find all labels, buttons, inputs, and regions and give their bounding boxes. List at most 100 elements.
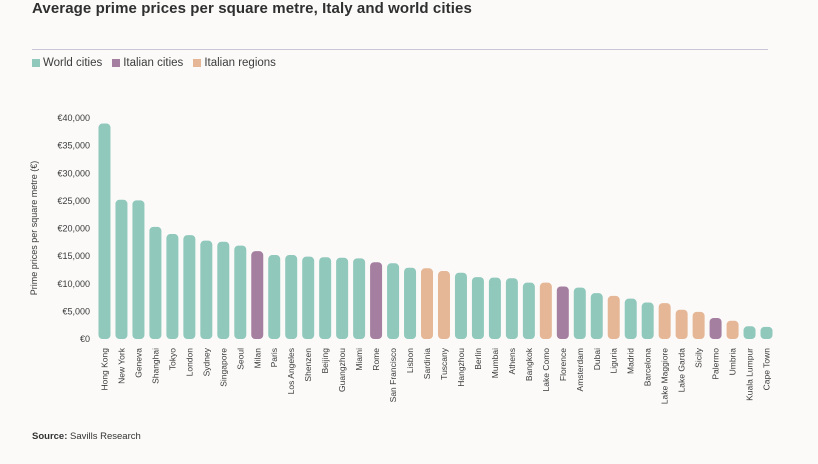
- bar-geneva: [132, 200, 145, 339]
- y-tick-label: €30,000: [57, 168, 90, 178]
- legend-item-italian-regions: Italian regions: [193, 57, 276, 69]
- x-tick-label: Amsterdam: [575, 348, 585, 391]
- bar-london: [183, 235, 196, 339]
- bar-bangkok: [522, 282, 535, 339]
- bar-new-york: [115, 199, 128, 339]
- bar-lake-garda: [675, 309, 688, 339]
- bar-hong-kong: [98, 123, 111, 340]
- y-tick-label: €15,000: [57, 251, 90, 261]
- x-tick-label: Liguria: [609, 348, 619, 374]
- legend-swatch-world-cities: [32, 59, 40, 67]
- x-tick-label: Beijing: [320, 348, 330, 374]
- bar-beijing: [319, 257, 332, 339]
- x-tick-label: Tuscany: [439, 347, 449, 380]
- x-tick-label: Los Angeles: [286, 348, 296, 394]
- x-tick-label: San Francisco: [388, 348, 398, 403]
- title-divider: [32, 49, 768, 50]
- y-tick-label: €40,000: [57, 113, 90, 123]
- x-tick-label: Sicily: [694, 347, 704, 368]
- x-tick-label: Lake Maggiore: [660, 348, 670, 405]
- bar-san-francisco: [387, 263, 400, 339]
- x-tick-label: Miami: [354, 348, 364, 371]
- x-tick-label: Geneva: [133, 348, 143, 378]
- bar-kuala-lumpur: [743, 326, 756, 339]
- y-tick-label: €25,000: [57, 196, 90, 206]
- bar-paris: [268, 255, 281, 339]
- x-tick-label: Hong Kong: [99, 348, 109, 391]
- x-tick-label: Sardinia: [422, 348, 432, 379]
- x-tick-label: Paris: [269, 348, 279, 367]
- source-text: Savills Research: [70, 431, 141, 442]
- bar-tuscany: [437, 271, 450, 339]
- bar-seoul: [234, 245, 247, 339]
- x-tick-label: Palermo: [711, 348, 721, 380]
- legend: World cities Italian cities Italian regi…: [32, 57, 276, 69]
- x-tick-label: Dubai: [592, 348, 602, 370]
- bar-guangzhou: [336, 257, 349, 339]
- bar-milan: [251, 251, 264, 339]
- y-tick-label: €10,000: [57, 279, 90, 289]
- bar-singapore: [217, 241, 230, 339]
- x-tick-label: Umbria: [728, 348, 738, 376]
- bar-sicily: [692, 311, 705, 339]
- x-tick-label: Athens: [507, 348, 517, 374]
- source-note: Source: Savills Research: [32, 431, 141, 442]
- x-tick-label: Tokyo: [167, 348, 177, 370]
- y-tick-label: €0: [80, 334, 90, 344]
- source-label: Source:: [32, 431, 68, 442]
- legend-swatch-italian-cities: [112, 59, 121, 67]
- bar-lake-como: [539, 282, 552, 339]
- x-tick-label: Berlin: [473, 348, 483, 370]
- bar-athens: [505, 278, 518, 339]
- bar-hangzhou: [454, 272, 467, 339]
- x-tick-label: Rome: [371, 348, 381, 371]
- bar-lake-maggiore: [658, 303, 671, 339]
- x-tick-label: Cape Town: [762, 348, 772, 391]
- x-tick-label: Kuala Lumpur: [745, 348, 755, 401]
- x-tick-label: Shanghai: [150, 348, 160, 384]
- x-tick-label: New York: [116, 347, 126, 384]
- bar-miami: [353, 258, 366, 339]
- x-tick-label: Lisbon: [405, 348, 415, 373]
- bar-umbria: [726, 320, 739, 339]
- bar-mumbai: [488, 277, 501, 339]
- x-tick-label: Barcelona: [643, 348, 653, 387]
- x-tick-label: Bangkok: [524, 347, 534, 381]
- x-axis-labels: Hong Kong New York Geneva Shanghai Tokyo Lond…: [99, 347, 771, 404]
- legend-swatch-italian-regions: [193, 59, 202, 67]
- x-tick-label: Hangzhou: [456, 348, 466, 387]
- y-axis-label: Prime prices per square metre (€): [29, 161, 39, 296]
- x-tick-label: Singapore: [218, 348, 228, 387]
- bar-florence: [556, 286, 569, 339]
- bar-dubai: [590, 293, 603, 339]
- chart-title: Average prime prices per square metre, I…: [32, 0, 472, 17]
- x-tick-label: Lake Como: [541, 348, 551, 392]
- x-tick-label: Lake Garda: [677, 348, 687, 393]
- x-tick-label: Madrid: [626, 348, 636, 374]
- bar-tokyo: [166, 234, 179, 339]
- bar-palermo: [709, 318, 722, 339]
- bar-shenzen: [302, 256, 315, 339]
- y-tick-label: €35,000: [57, 141, 90, 151]
- bar-shanghai: [149, 226, 162, 339]
- legend-item-italian-cities: Italian cities: [112, 57, 183, 69]
- bar-liguria: [607, 295, 620, 339]
- legend-item-world-cities: World cities: [32, 57, 102, 69]
- y-axis-ticks: €0 €5,000 €10,000 €15,000 €20,000 €25,000 €30,…: [57, 113, 90, 344]
- x-tick-label: Sydney: [201, 347, 211, 376]
- x-tick-label: Shenzen: [303, 348, 313, 382]
- y-tick-label: €20,000: [57, 224, 90, 234]
- x-tick-label: Florence: [558, 348, 568, 381]
- y-tick-label: €5,000: [62, 306, 90, 316]
- x-tick-label: Seoul: [235, 348, 245, 370]
- bar-berlin: [471, 277, 484, 339]
- bar-los-angeles: [285, 255, 298, 339]
- legend-label-world-cities: World cities: [43, 57, 103, 69]
- bar-madrid: [624, 298, 637, 339]
- x-tick-label: Milan: [252, 348, 262, 369]
- bar-lisbon: [404, 267, 417, 339]
- x-tick-label: Guangzhou: [337, 348, 347, 392]
- bar-rome: [370, 262, 383, 339]
- bars: [98, 123, 773, 340]
- x-tick-label: London: [184, 348, 194, 377]
